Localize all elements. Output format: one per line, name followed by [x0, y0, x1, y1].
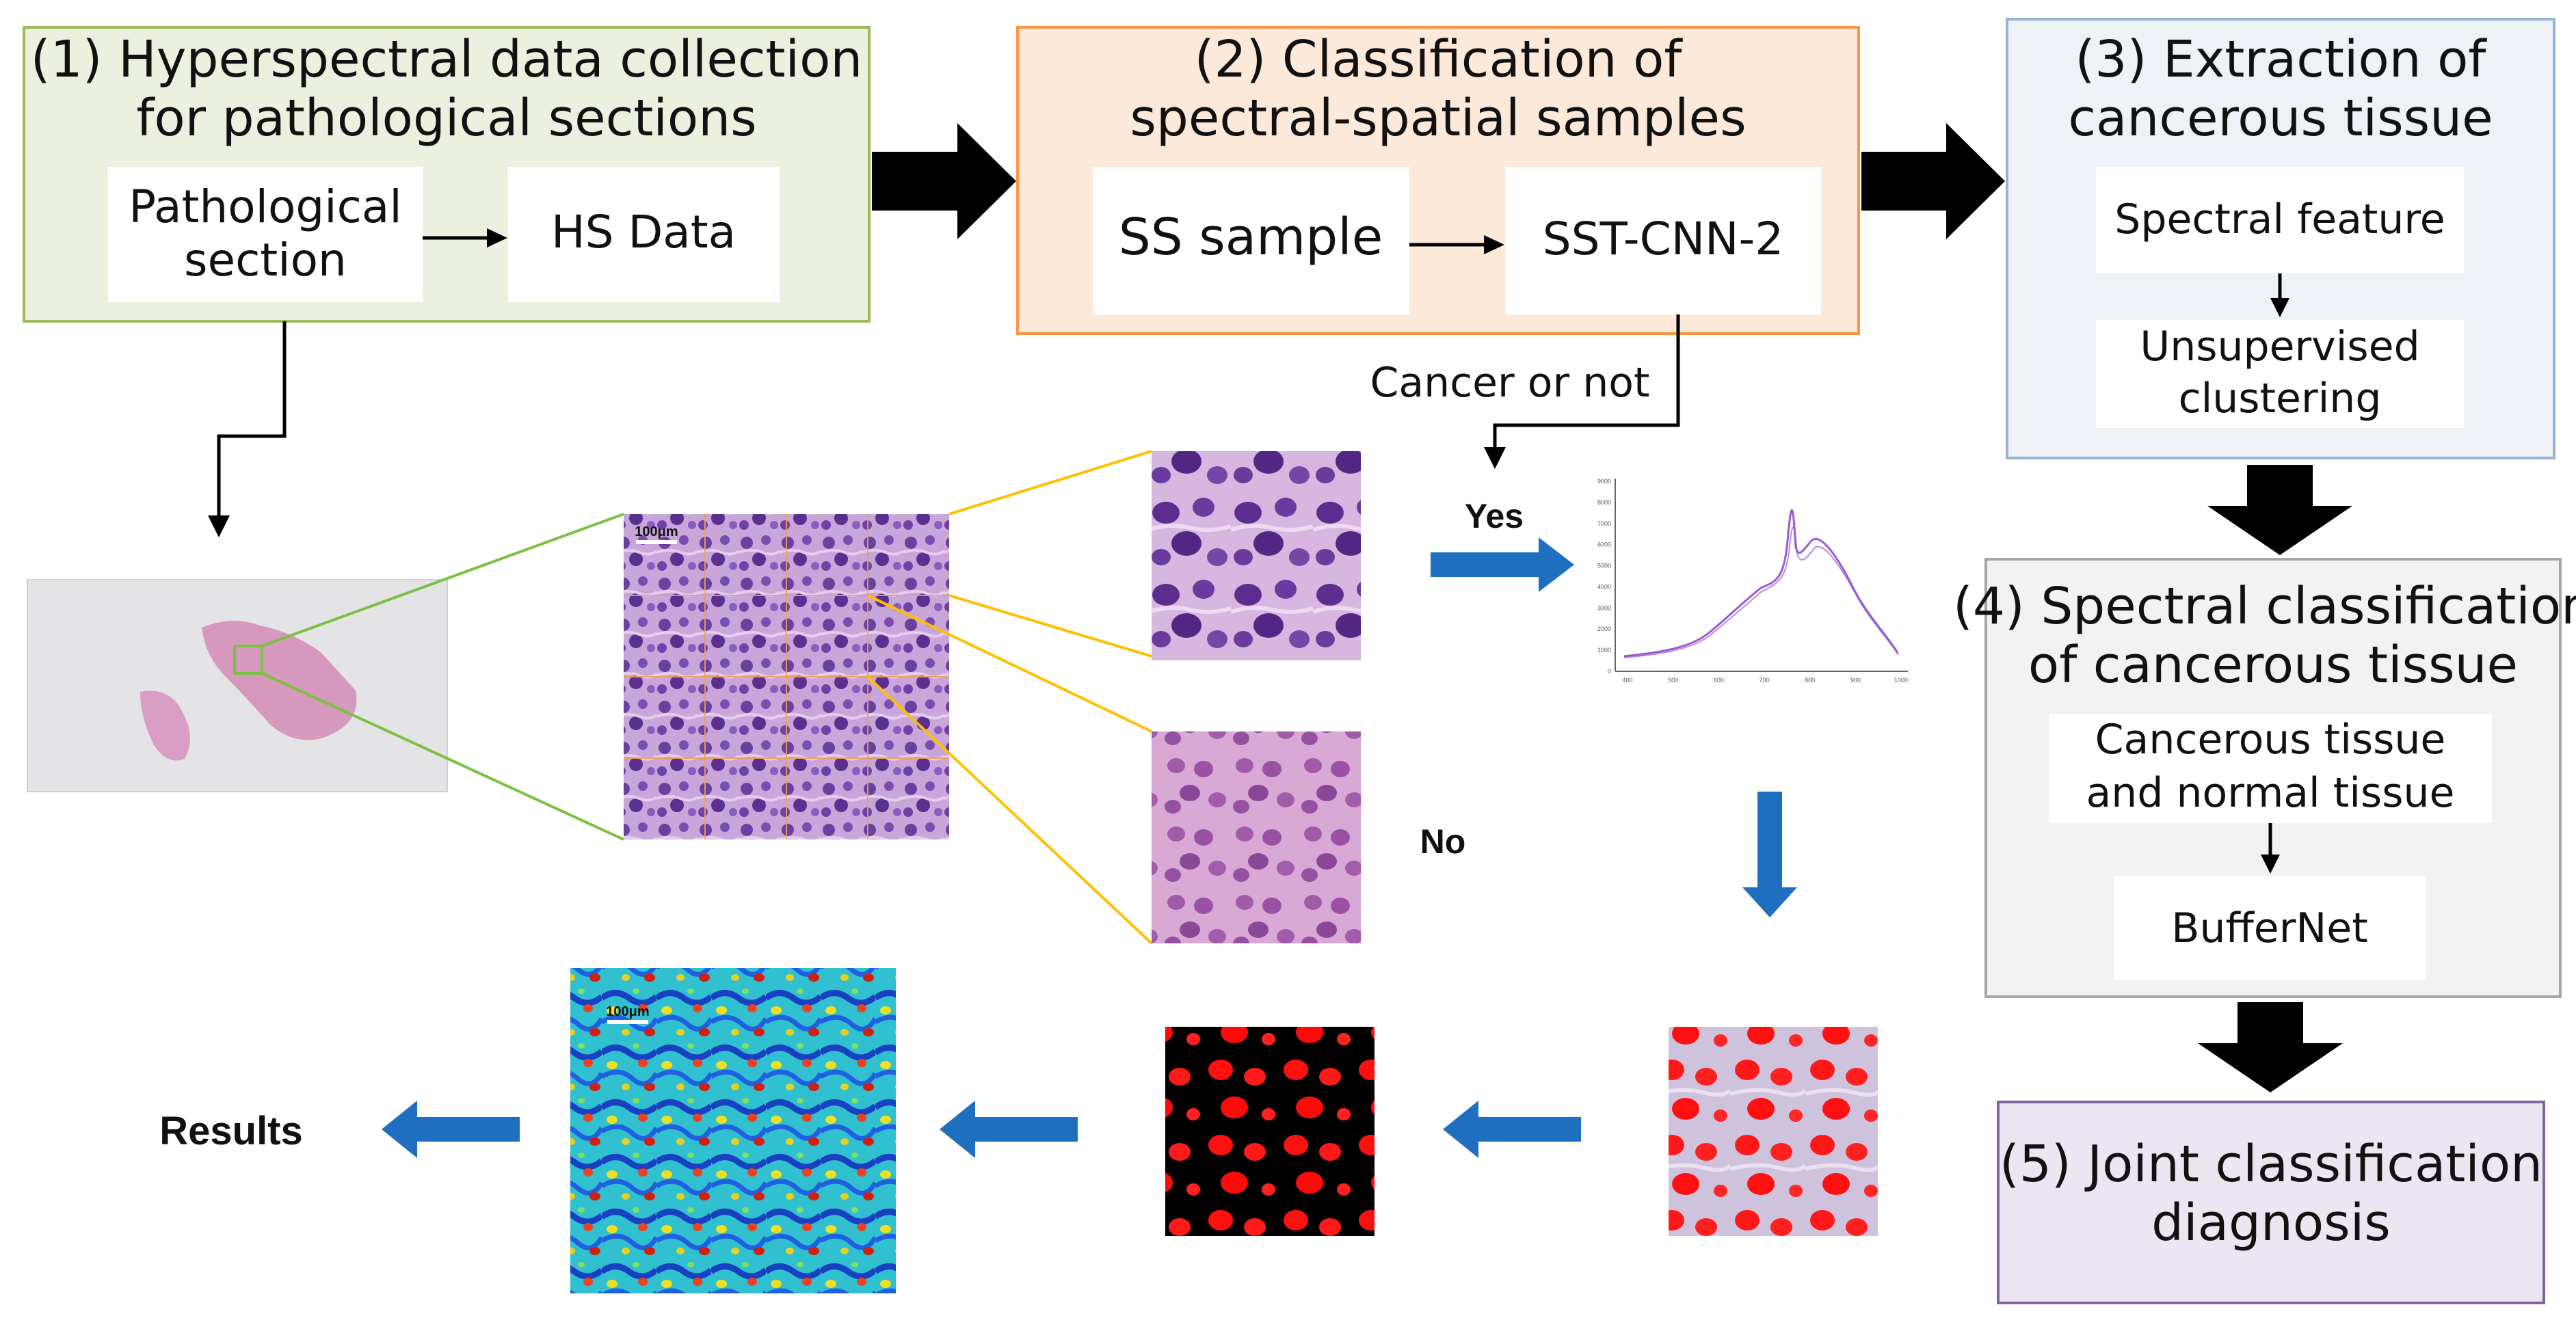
spectrum-y-tick: 0	[1608, 668, 1611, 675]
pathological-section-label-1: Pathological	[129, 180, 401, 233]
results-label: Results	[159, 1109, 303, 1153]
cancer-patch-image	[1152, 451, 1361, 660]
spectrum-x-tick: 400	[1622, 677, 1632, 684]
hs-data-label: HS Data	[551, 206, 736, 258]
spectral-feature-label: Spectral feature	[2114, 196, 2445, 243]
spectrum-x-tick: 900	[1850, 677, 1861, 684]
spectrum-x-tick: 1000	[1894, 677, 1908, 684]
ss-sample-label: SS sample	[1119, 208, 1383, 267]
arrow-step1-to-slide	[217, 321, 287, 518]
zoom-line-yellow-3	[867, 594, 1152, 733]
step-3-panel: (3) Extraction of cancerous tissue Spect…	[2006, 18, 2555, 459]
zoom-line-green-top	[261, 513, 624, 647]
pathological-section-box	[108, 167, 423, 302]
zoom-line-green-bottom	[261, 672, 624, 841]
cancer-or-not-label: Cancer or not	[1370, 359, 1649, 407]
step-3-title-line2: cancerous tissue	[2068, 89, 2493, 148]
arrow-ss-to-cnn-head	[1484, 235, 1504, 254]
spectrum-y-tick: 3000	[1597, 604, 1611, 611]
arrow-step3-to-step4	[2207, 465, 2352, 555]
spectrum-x-tick: 800	[1805, 677, 1815, 684]
arrow-step4-to-step5	[2198, 1002, 2343, 1092]
unsupervised-label-2: clustering	[2179, 375, 2382, 422]
spectrum-y-tick: 9000	[1597, 478, 1611, 485]
hs-data-box	[508, 167, 780, 302]
spectrum-x-tick: 700	[1759, 677, 1769, 684]
spectrum-y-tick: 1000	[1597, 647, 1611, 654]
spectrum-plot: 9000 8000 7000 6000 5000 4000 3000 2000 1000 0 40…	[1593, 472, 1928, 690]
arrow-overlay-to-mask	[1443, 1101, 1581, 1158]
step-1-title-line2: for pathological sections	[136, 89, 756, 148]
zoom-line-yellow-1	[948, 450, 1152, 515]
no-label: No	[1420, 822, 1466, 861]
arrow-step1-to-step2	[872, 123, 1016, 239]
spectrum-curve-2	[1623, 526, 1899, 658]
classification-heatmap-image: 100μm	[570, 968, 896, 1293]
arrow-heatmap-to-results	[382, 1101, 520, 1158]
zoom-line-yellow-2	[948, 594, 1152, 658]
tissue-types-label-2: and normal tissue	[2086, 769, 2455, 817]
normal-patch-image	[1152, 731, 1361, 943]
spectrum-curve-1	[1623, 509, 1899, 658]
step-2-title-line2: spectral-spatial samples	[1130, 89, 1746, 148]
arrow-section-to-hs-head	[487, 228, 507, 247]
step-4-panel: (4) Spectral classification of cancerous…	[1953, 558, 2576, 998]
step-1-panel: (1) Hyperspectral data collection for pa…	[23, 26, 871, 323]
sst-cnn-box	[1505, 167, 1821, 314]
ss-sample-box	[1093, 167, 1409, 314]
arrow-step2-to-step3	[1861, 123, 2005, 239]
spectrum-x-tick: 600	[1714, 677, 1724, 684]
arrow-tissue-to-buffernet-head	[2261, 855, 2280, 874]
tissue-grid-image: 100μm	[624, 514, 949, 839]
step-3-title-line1: (3) Extraction of	[2075, 30, 2488, 89]
spectrum-y-tick: 2000	[1597, 626, 1611, 632]
step-4-title-line2: of cancerous tissue	[2028, 636, 2518, 695]
tissue-types-label-1: Cancerous tissue	[2095, 716, 2446, 764]
step-2-panel: (2) Classification of spectral-spatial s…	[1016, 26, 1860, 335]
unsupervised-clustering-box	[2096, 320, 2464, 428]
step-5-title-line1: (5) Joint classification	[2000, 1135, 2542, 1194]
zoom-line-yellow-4	[866, 675, 1153, 945]
cancer-overlay-image	[1669, 1027, 1878, 1236]
spectrum-y-tick: 7000	[1597, 520, 1611, 527]
scale-bar-label-2: 100μm	[606, 1004, 649, 1019]
spectrum-y-tick: 4000	[1597, 583, 1611, 590]
step-2-title-line1: (2) Classification of	[1195, 30, 1684, 89]
pathological-slide-image	[27, 579, 448, 792]
step-1-title-line1: (1) Hyperspectral data collection	[31, 30, 863, 89]
slide-roi-marker	[233, 645, 263, 675]
tissue-types-box	[2049, 714, 2492, 823]
arrow-mask-to-heatmap	[940, 1101, 1078, 1158]
unsupervised-label-1: Unsupervised	[2140, 323, 2419, 371]
arrow-cnn-to-decision	[1493, 314, 1680, 450]
spectrum-y-tick: 6000	[1597, 541, 1611, 548]
spectrum-y-tick: 5000	[1597, 563, 1611, 569]
arrow-step1-to-slide-head	[208, 515, 230, 537]
buffernet-label: BufferNet	[2171, 904, 2367, 952]
cancer-mask-image	[1165, 1027, 1375, 1236]
spectrum-y-tick: 8000	[1597, 499, 1611, 506]
step-5-panel: (5) Joint classification diagnosis	[1997, 1101, 2545, 1304]
spectral-feature-box	[2096, 167, 2464, 273]
arrow-yes-to-spectrum	[1431, 537, 1574, 592]
step-5-title-line2: diagnosis	[2151, 1194, 2391, 1252]
spectrum-x-tick: 500	[1668, 677, 1678, 684]
arrow-spectrum-to-mask	[1742, 792, 1797, 917]
yes-label: Yes	[1465, 497, 1524, 535]
buffernet-box	[2114, 876, 2426, 980]
scale-bar-label-1: 100μm	[635, 524, 678, 539]
arrow-cnn-to-decision-head	[1484, 447, 1506, 469]
arrow-feature-to-cluster-head	[2270, 298, 2289, 317]
sst-cnn-label: SST-CNN-2	[1543, 213, 1784, 265]
step-4-title-line1: (4) Spectral classification	[1953, 577, 2576, 636]
pathological-section-label-2: section	[184, 234, 347, 286]
